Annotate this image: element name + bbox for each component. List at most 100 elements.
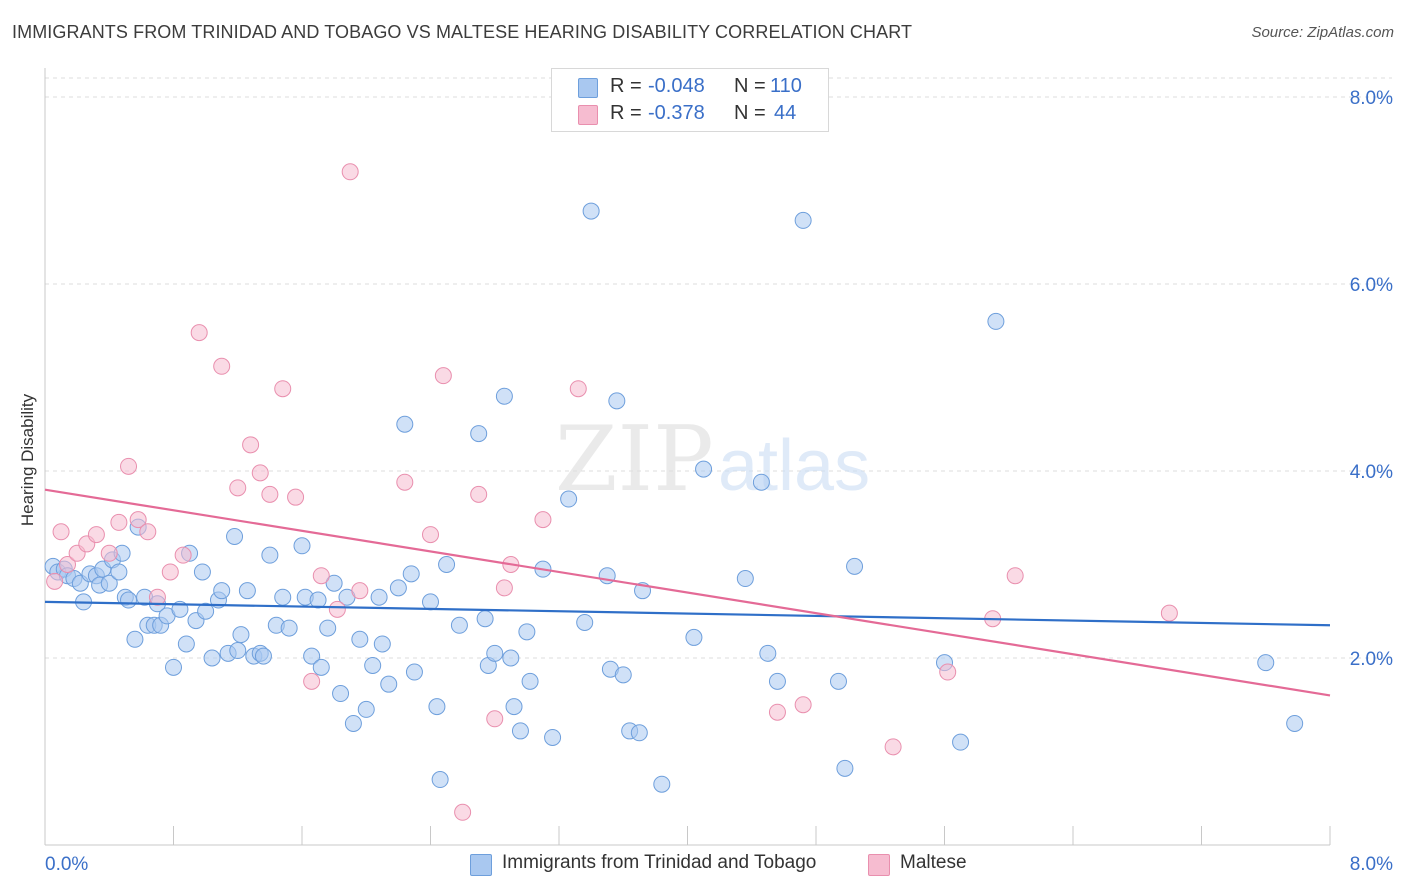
source-label: Source: ZipAtlas.com xyxy=(1251,24,1394,41)
legend-r-value: -0.378 xyxy=(648,102,705,124)
point-trinidad xyxy=(370,588,388,606)
watermark: ZIP atlas xyxy=(555,407,870,512)
trend-line-trinidad xyxy=(44,600,1331,627)
point-trinidad xyxy=(438,556,456,573)
legend-r-label: R = xyxy=(610,102,642,124)
point-maltese xyxy=(454,803,472,821)
point-maltese xyxy=(341,163,359,181)
point-trinidad xyxy=(280,619,298,637)
point-trinidad xyxy=(238,582,256,600)
point-trinidad xyxy=(695,460,713,478)
point-trinidad xyxy=(829,672,847,690)
point-trinidad xyxy=(261,546,279,564)
point-trinidad xyxy=(518,623,536,641)
point-maltese xyxy=(213,357,231,375)
point-trinidad xyxy=(402,565,420,583)
point-trinidad xyxy=(1257,654,1275,672)
legend-swatch-blue xyxy=(578,78,598,98)
point-trinidad xyxy=(229,642,247,660)
point-maltese xyxy=(274,380,292,398)
point-trinidad xyxy=(193,563,211,581)
point-trinidad xyxy=(653,775,671,793)
point-maltese xyxy=(190,324,208,342)
point-maltese xyxy=(46,572,64,590)
series-label-pink: Maltese xyxy=(900,852,967,873)
point-trinidad xyxy=(373,635,391,653)
y-tick-label: 4.0% xyxy=(1350,462,1393,483)
point-trinidad xyxy=(325,574,343,592)
legend-r-label: R = xyxy=(610,75,642,97)
point-trinidad xyxy=(197,602,215,620)
point-trinidad xyxy=(232,626,250,644)
trend-line-maltese xyxy=(44,488,1331,697)
point-trinidad xyxy=(502,649,520,667)
point-trinidad xyxy=(226,527,244,545)
point-trinidad xyxy=(486,644,504,662)
axes xyxy=(44,68,1331,846)
point-maltese xyxy=(287,488,305,506)
point-maltese xyxy=(470,485,488,503)
point-trinidad xyxy=(987,312,1005,330)
point-maltese xyxy=(422,526,439,544)
watermark-zip: ZIP xyxy=(555,407,714,512)
tick-labels: 2.0% 4.0% 6.0% 8.0% 0.0% 8.0% xyxy=(45,88,1393,875)
point-trinidad xyxy=(357,700,375,718)
point-trinidad xyxy=(110,563,128,581)
point-trinidad xyxy=(752,473,770,491)
point-trinidad xyxy=(495,387,513,405)
point-trinidad xyxy=(319,619,337,637)
point-trinidad xyxy=(100,574,118,592)
point-maltese xyxy=(242,436,260,454)
point-maltese xyxy=(434,367,452,385)
point-trinidad xyxy=(505,698,523,716)
x-tick-label: 8.0% xyxy=(1350,854,1393,875)
trend-lines xyxy=(44,488,1331,697)
point-trinidad xyxy=(608,392,626,410)
data-points xyxy=(44,163,1304,821)
point-trinidad xyxy=(165,658,182,676)
point-trinidad xyxy=(759,644,777,662)
point-maltese xyxy=(139,523,157,541)
point-maltese xyxy=(534,511,552,529)
point-maltese xyxy=(312,567,330,585)
point-trinidad xyxy=(351,630,369,648)
point-trinidad xyxy=(274,588,292,606)
point-trinidad xyxy=(177,635,195,653)
point-maltese xyxy=(1160,604,1178,622)
y-tick-label: 2.0% xyxy=(1350,649,1393,670)
series-swatch-pink xyxy=(868,854,890,876)
point-trinidad xyxy=(952,733,970,751)
point-trinidad xyxy=(213,582,231,600)
point-maltese xyxy=(351,582,369,600)
point-maltese xyxy=(303,672,321,690)
legend-n-label: N = xyxy=(734,102,766,124)
point-trinidad xyxy=(576,613,594,631)
point-trinidad xyxy=(428,698,446,716)
point-trinidad xyxy=(614,666,632,684)
point-trinidad xyxy=(476,610,494,628)
point-maltese xyxy=(328,600,346,618)
point-trinidad xyxy=(431,771,449,789)
point-maltese xyxy=(120,457,138,475)
point-trinidad xyxy=(303,647,321,665)
point-trinidad xyxy=(511,722,529,740)
point-maltese xyxy=(1006,567,1024,585)
grid-lines xyxy=(45,77,1392,659)
point-trinidad xyxy=(364,656,382,674)
point-maltese xyxy=(52,523,70,541)
point-trinidad xyxy=(836,759,854,777)
point-trinidad xyxy=(126,630,144,648)
point-trinidad xyxy=(560,490,578,508)
point-maltese xyxy=(486,710,504,728)
point-trinidad xyxy=(521,672,539,690)
series-swatch-blue xyxy=(470,854,492,876)
point-trinidad xyxy=(736,570,754,588)
point-trinidad xyxy=(685,628,703,646)
legend-n-value: 110 xyxy=(770,75,802,97)
point-maltese xyxy=(129,511,147,529)
legend-n-value: 44 xyxy=(774,102,797,124)
point-trinidad xyxy=(396,415,414,433)
point-maltese xyxy=(100,544,118,562)
legend-swatch-pink xyxy=(578,105,598,125)
point-maltese xyxy=(794,696,812,714)
